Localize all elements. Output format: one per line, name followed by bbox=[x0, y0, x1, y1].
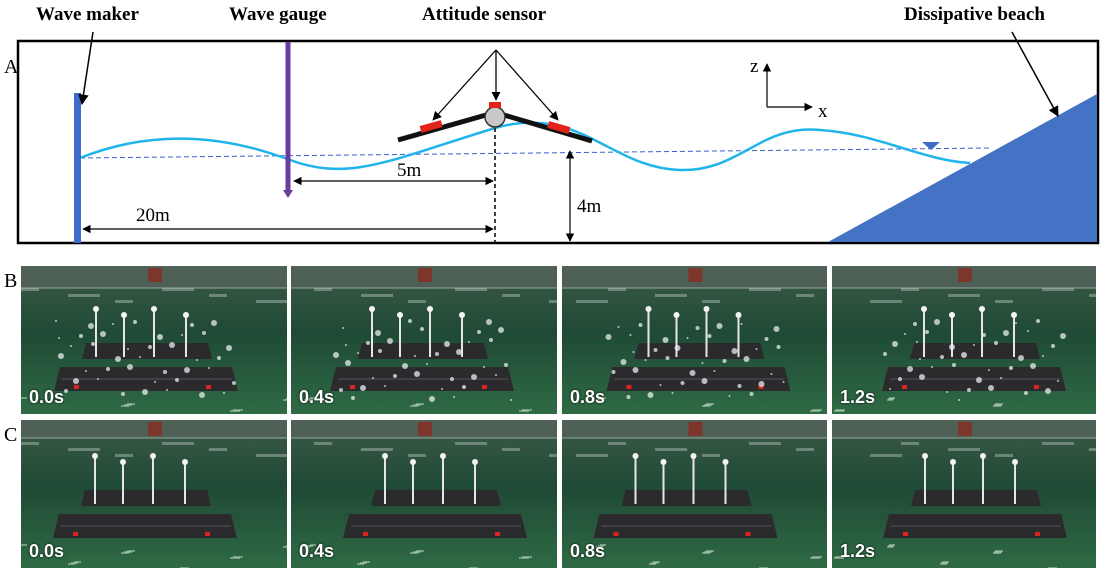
panel-a-letter: A bbox=[4, 56, 19, 78]
buoy bbox=[484, 106, 506, 128]
right-attitude-sensor bbox=[547, 121, 571, 134]
panel-b-photo-1: 0.0s bbox=[20, 265, 288, 415]
attitude-sensor-label: Attitude sensor bbox=[422, 4, 547, 25]
sensor-arrow-left bbox=[432, 49, 497, 121]
panel-b-time-label-4: 1.2s bbox=[840, 387, 876, 407]
water-level-marker bbox=[922, 142, 940, 150]
wave-gauge-label: Wave gauge bbox=[229, 4, 327, 25]
tank-frame bbox=[16, 39, 1100, 245]
panel-c-photo-1: 0.0s bbox=[20, 419, 288, 569]
panel-c-letter: C bbox=[4, 424, 18, 446]
panel-b-letter: B bbox=[4, 270, 18, 292]
top-attitude-sensor bbox=[489, 102, 501, 108]
panel-c-time-label-4: 1.2s bbox=[840, 541, 876, 561]
left-attitude-sensor bbox=[419, 120, 443, 133]
panel-c-time-label-1: 0.0s bbox=[29, 541, 65, 561]
panel-b-time-label-3: 0.8s bbox=[570, 387, 606, 407]
beach-arrow bbox=[1011, 31, 1059, 117]
panel-b-photo-2: 0.4s bbox=[290, 265, 558, 415]
schematic-diagram bbox=[16, 31, 1100, 245]
maker-distance-label: 20m bbox=[136, 205, 170, 226]
panel-b-photo-3: 0.8s bbox=[561, 265, 828, 415]
depth-label: 4m bbox=[577, 196, 602, 217]
panel-c-photo-3: 0.8s bbox=[561, 419, 828, 569]
left-plate bbox=[397, 112, 487, 143]
panel-c-photo-2: 0.4s bbox=[290, 419, 558, 569]
panel-b-photo-4: 1.2s bbox=[831, 265, 1097, 415]
panel-b-time-label-1: 0.0s bbox=[29, 387, 65, 407]
panel-c-photo-4: 1.2s bbox=[831, 419, 1097, 569]
panel-c-time-label-2: 0.4s bbox=[299, 541, 335, 561]
gauge-distance-label: 5m bbox=[397, 160, 422, 181]
wave-profile bbox=[79, 121, 971, 172]
wave-gauge-tip bbox=[283, 190, 293, 198]
panel-b-time-label-2: 0.4s bbox=[299, 387, 335, 407]
wave-maker-label: Wave maker bbox=[36, 4, 139, 25]
z-axis-label: z bbox=[750, 56, 759, 77]
dissipative-beach bbox=[828, 94, 1097, 242]
wave-maker bbox=[74, 93, 81, 243]
x-axis-label: x bbox=[818, 101, 828, 122]
wave-maker-arrow bbox=[78, 31, 94, 106]
still-water-line bbox=[79, 147, 991, 159]
panel-c-time-label-3: 0.8s bbox=[570, 541, 606, 561]
sensor-arrow-right bbox=[495, 49, 559, 121]
dissipative-beach-label: Dissipative beach bbox=[904, 4, 1045, 25]
